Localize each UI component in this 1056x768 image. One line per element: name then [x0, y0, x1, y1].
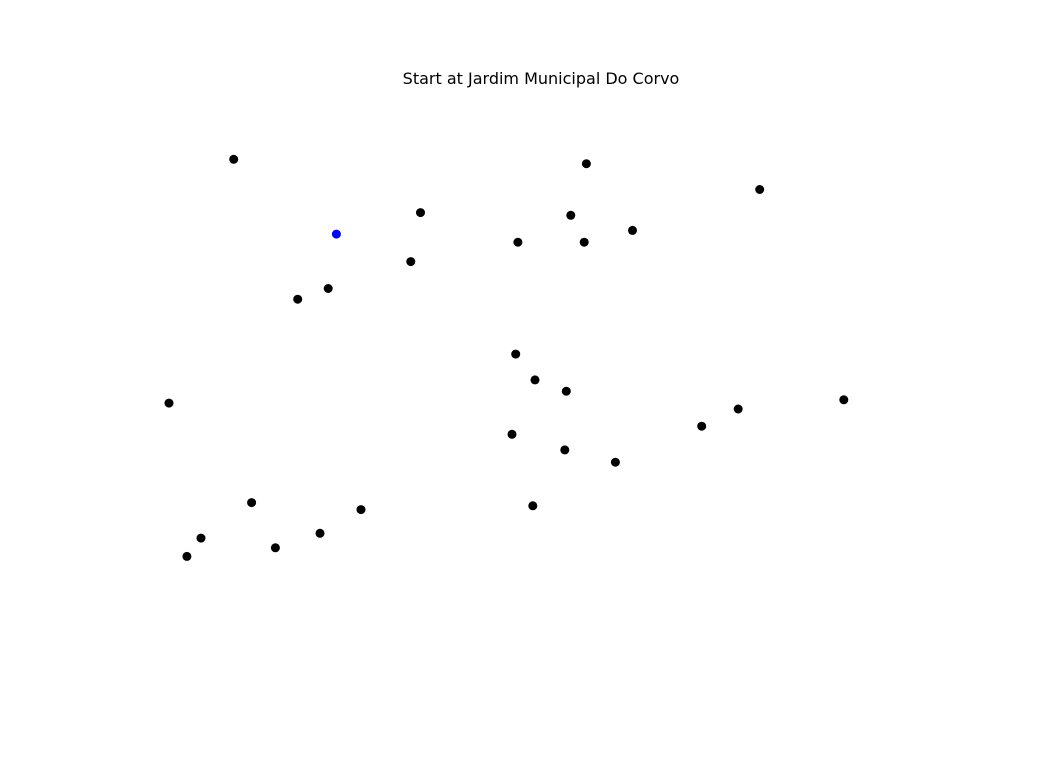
location-point [530, 375, 540, 385]
location-point [560, 445, 570, 455]
location-point [293, 294, 303, 304]
location-point [507, 429, 517, 439]
location-point [323, 284, 333, 293]
location-point [513, 237, 523, 247]
start-point [331, 229, 341, 239]
points-layer [164, 154, 849, 561]
location-point [315, 528, 325, 538]
location-point [566, 210, 576, 220]
location-point [196, 533, 206, 543]
location-point [528, 501, 538, 511]
location-point [628, 225, 637, 235]
location-point [182, 551, 192, 561]
location-point [416, 208, 425, 218]
location-point [229, 154, 239, 164]
location-point [579, 237, 589, 247]
chart-title: Start at Jardim Municipal Do Corvo [403, 69, 680, 88]
location-point [755, 185, 765, 194]
location-point [511, 349, 521, 359]
location-point [561, 386, 571, 396]
location-point [164, 398, 174, 408]
location-point [839, 395, 849, 405]
location-point [581, 159, 591, 169]
location-point [697, 421, 707, 431]
location-point [610, 457, 620, 467]
location-point [733, 404, 743, 414]
location-point [356, 505, 366, 515]
location-point [270, 543, 280, 553]
location-point [247, 498, 257, 508]
location-point [406, 257, 416, 267]
